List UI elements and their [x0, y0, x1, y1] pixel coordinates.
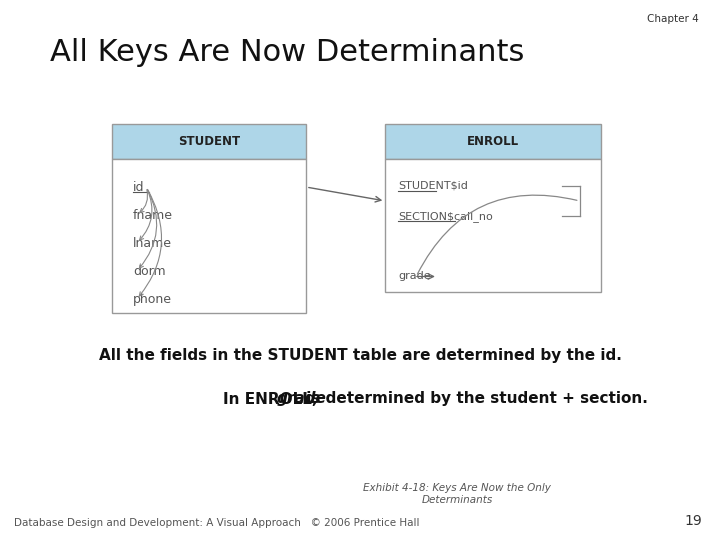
- Text: Chapter 4: Chapter 4: [647, 14, 698, 24]
- Text: 19: 19: [684, 514, 702, 528]
- FancyBboxPatch shape: [385, 124, 601, 159]
- Text: All the fields in the STUDENT table are determined by the id.: All the fields in the STUDENT table are …: [99, 348, 621, 363]
- FancyBboxPatch shape: [112, 159, 306, 313]
- Text: is determined by the student + section.: is determined by the student + section.: [301, 392, 648, 407]
- Text: STUDENT: STUDENT: [178, 135, 240, 148]
- Text: ENROLL: ENROLL: [467, 135, 519, 148]
- Text: id: id: [133, 180, 145, 193]
- Text: fname: fname: [133, 208, 174, 221]
- Text: Exhibit 4-18: Keys Are Now the Only
Determinants: Exhibit 4-18: Keys Are Now the Only Dete…: [364, 483, 551, 505]
- Text: phone: phone: [133, 293, 172, 306]
- Text: In ENROLL,: In ENROLL,: [223, 392, 323, 407]
- Text: Database Design and Development: A Visual Approach   © 2006 Prentice Hall: Database Design and Development: A Visua…: [14, 518, 420, 528]
- FancyBboxPatch shape: [112, 124, 306, 159]
- Text: STUDENT$id: STUDENT$id: [398, 181, 468, 191]
- Text: dorm: dorm: [133, 265, 166, 278]
- Text: grade: grade: [398, 272, 431, 281]
- FancyBboxPatch shape: [385, 159, 601, 292]
- Text: grade: grade: [276, 392, 327, 407]
- Text: lname: lname: [133, 237, 172, 249]
- Text: All Keys Are Now Determinants: All Keys Are Now Determinants: [50, 38, 525, 67]
- Text: SECTION$call_no: SECTION$call_no: [398, 211, 493, 221]
